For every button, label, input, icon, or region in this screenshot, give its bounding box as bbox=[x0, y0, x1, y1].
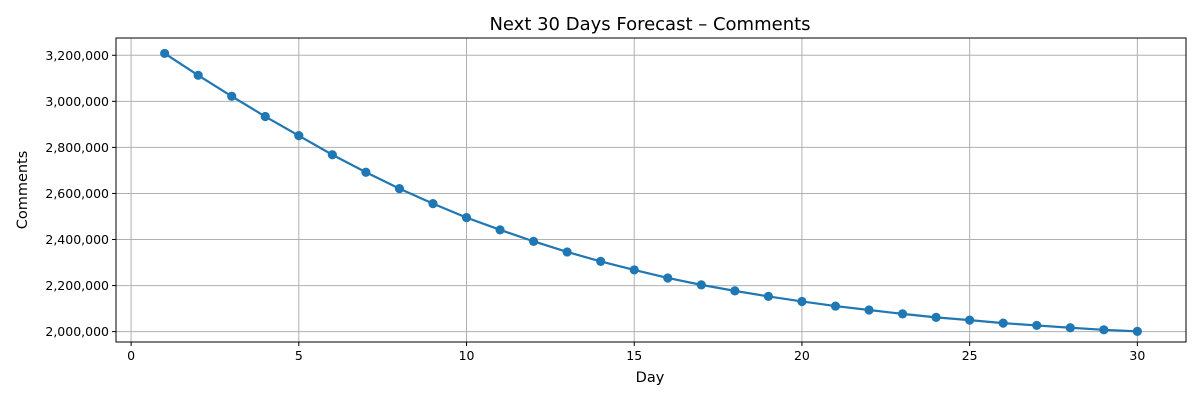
data-point bbox=[730, 286, 740, 296]
data-point bbox=[897, 309, 908, 319]
data-point bbox=[495, 225, 505, 235]
x-tick-label: 0 bbox=[127, 348, 135, 363]
data-point bbox=[763, 291, 773, 301]
data-point bbox=[562, 247, 572, 257]
y-axis-label: Comments bbox=[15, 151, 31, 230]
y-tick-label: 2,600,000 bbox=[45, 186, 109, 201]
data-point bbox=[1032, 320, 1042, 331]
data-point bbox=[227, 91, 237, 101]
series-comments bbox=[160, 48, 1142, 337]
series-line bbox=[164, 52, 1138, 333]
data-point bbox=[629, 265, 639, 275]
x-tick-label: 30 bbox=[1129, 348, 1145, 363]
data-point bbox=[696, 280, 706, 290]
data-point bbox=[260, 111, 270, 122]
data-point bbox=[998, 318, 1008, 328]
data-point bbox=[1099, 325, 1109, 335]
data-point bbox=[797, 296, 807, 307]
plot-area-frame bbox=[115, 37, 1187, 343]
y-tick-label: 3,200,000 bbox=[45, 48, 109, 63]
data-point bbox=[394, 184, 405, 194]
data-point bbox=[193, 70, 203, 80]
data-point bbox=[529, 236, 539, 246]
data-point bbox=[461, 213, 472, 223]
x-tick-label: 5 bbox=[295, 348, 303, 363]
x-axis-label: Day bbox=[636, 370, 665, 386]
grid-lines bbox=[116, 38, 1186, 342]
y-tick-label: 2,800,000 bbox=[45, 140, 109, 155]
data-point bbox=[1065, 323, 1075, 333]
y-tick-label: 3,000,000 bbox=[45, 94, 109, 109]
data-point bbox=[160, 48, 170, 59]
data-point bbox=[327, 150, 337, 160]
y-tick-label: 2,000,000 bbox=[45, 324, 109, 339]
axis-ticks: 0 5 10 15 20 25 30 2,000,000 2,200,000 2,400,000 2… bbox=[45, 48, 1145, 363]
x-tick-label: 25 bbox=[962, 348, 978, 363]
y-tick-label: 2,200,000 bbox=[45, 278, 109, 293]
data-point bbox=[965, 315, 975, 325]
data-point bbox=[830, 301, 841, 311]
y-tick-label: 2,400,000 bbox=[45, 232, 109, 247]
x-tick-label: 10 bbox=[459, 348, 475, 363]
data-point bbox=[864, 305, 874, 315]
data-point bbox=[596, 256, 606, 266]
chart-title: Next 30 Days Forecast – Comments bbox=[489, 14, 810, 35]
data-point bbox=[663, 273, 673, 283]
data-point bbox=[1132, 326, 1142, 337]
x-tick-label: 20 bbox=[794, 348, 810, 363]
data-point bbox=[294, 131, 304, 141]
data-point bbox=[361, 167, 371, 177]
data-point bbox=[931, 312, 941, 322]
x-tick-label: 15 bbox=[626, 348, 642, 363]
data-point bbox=[428, 198, 438, 209]
